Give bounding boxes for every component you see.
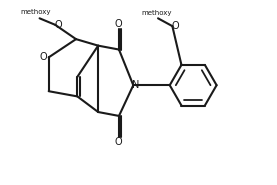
Text: O: O [115, 18, 122, 28]
Text: methoxy: methoxy [20, 9, 51, 15]
Text: methoxy: methoxy [142, 10, 172, 16]
Text: O: O [115, 137, 122, 147]
Text: N: N [132, 80, 139, 90]
Text: O: O [55, 20, 62, 30]
Text: O: O [172, 21, 179, 31]
Text: O: O [39, 52, 47, 62]
